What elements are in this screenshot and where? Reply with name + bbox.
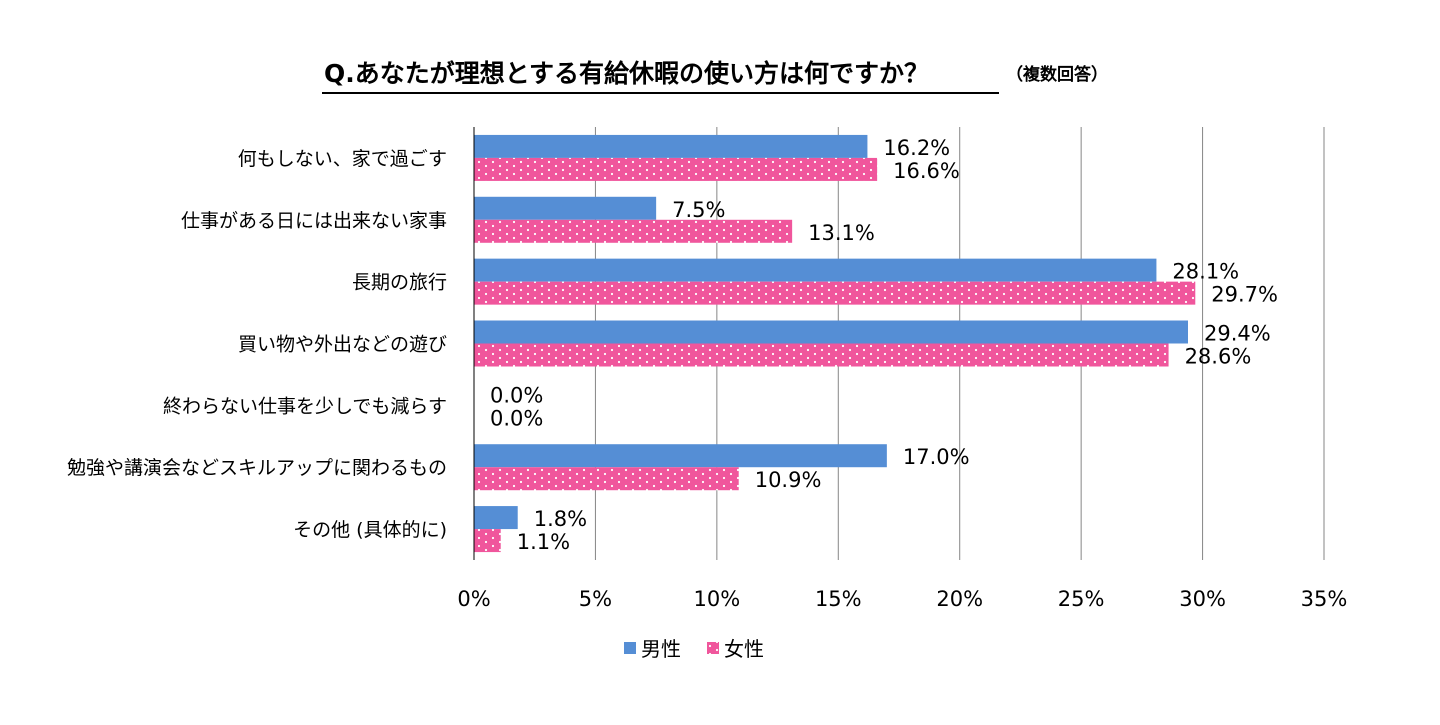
data-label: 29.7% (1211, 283, 1278, 307)
data-label: 1.1% (517, 530, 570, 554)
legend-swatch-female (707, 642, 719, 654)
chart-subtitle: （複数回答） (1006, 64, 1108, 85)
x-tick-label: 10% (694, 587, 741, 611)
bar-female (474, 157, 878, 181)
bar-male (474, 134, 868, 158)
data-label: 1.8% (534, 507, 587, 531)
chart-title: Q.あなたが理想とする有給休暇の使い方は何ですか？ (324, 59, 929, 88)
legend-label: 女性 (724, 637, 764, 661)
bar-female (474, 281, 1196, 305)
x-tick-label: 35% (1301, 587, 1348, 611)
data-label: 13.1% (808, 221, 875, 245)
data-label: 17.0% (903, 445, 970, 469)
x-tick-label: 20% (936, 587, 983, 611)
category-label: その他 (具体的に) (293, 519, 447, 541)
category-label: 何もしない、家で過ごす (238, 148, 447, 170)
x-tick-label: 0% (457, 587, 490, 611)
data-label: 28.1% (1172, 260, 1239, 284)
data-label: 0.0% (490, 383, 543, 407)
x-tick-label: 15% (815, 587, 862, 611)
bar-male (474, 444, 887, 468)
bar-female (474, 529, 501, 553)
bar-male (474, 506, 518, 530)
x-tick-label: 5% (579, 587, 612, 611)
data-label: 28.6% (1185, 345, 1252, 369)
category-label: 買い物や外出などの遊び (238, 334, 447, 356)
bar-male (474, 258, 1157, 282)
data-label: 7.5% (672, 198, 725, 222)
bar-female (474, 343, 1169, 367)
category-label: 長期の旅行 (352, 272, 447, 294)
legend: 男性 女性 (624, 637, 764, 661)
x-tick-label: 25% (1058, 587, 1105, 611)
category-label: 仕事がある日には出来ない家事 (181, 210, 447, 232)
legend-label: 男性 (641, 637, 681, 661)
x-tick-label: 30% (1179, 587, 1226, 611)
data-label: 10.9% (755, 468, 822, 492)
bar-female (474, 467, 739, 491)
category-label: 終わらない仕事を少しでも減らす (163, 395, 447, 417)
data-label: 16.6% (893, 159, 960, 183)
category-labels: 何もしない、家で過ごす仕事がある日には出来ない家事長期の旅行買い物や外出などの遊… (67, 148, 447, 541)
category-label: 勉強や講演会などスキルアップに関わるもの (67, 457, 447, 479)
data-label: 16.2% (883, 136, 950, 160)
data-label: 29.4% (1204, 322, 1271, 346)
legend-swatch-male (624, 642, 636, 654)
bar-male (474, 196, 657, 220)
bar-female (474, 219, 793, 243)
bars: 16.2%16.6% 7.5% 13.1% 28.1%29.7% 29.4%28.6% 0… (474, 134, 1278, 554)
x-tick-labels: 0% 5% 10% 15% 20% 25% 30% 35% (457, 587, 1347, 611)
data-label: 0.0% (490, 406, 543, 430)
bar-male (474, 320, 1188, 344)
